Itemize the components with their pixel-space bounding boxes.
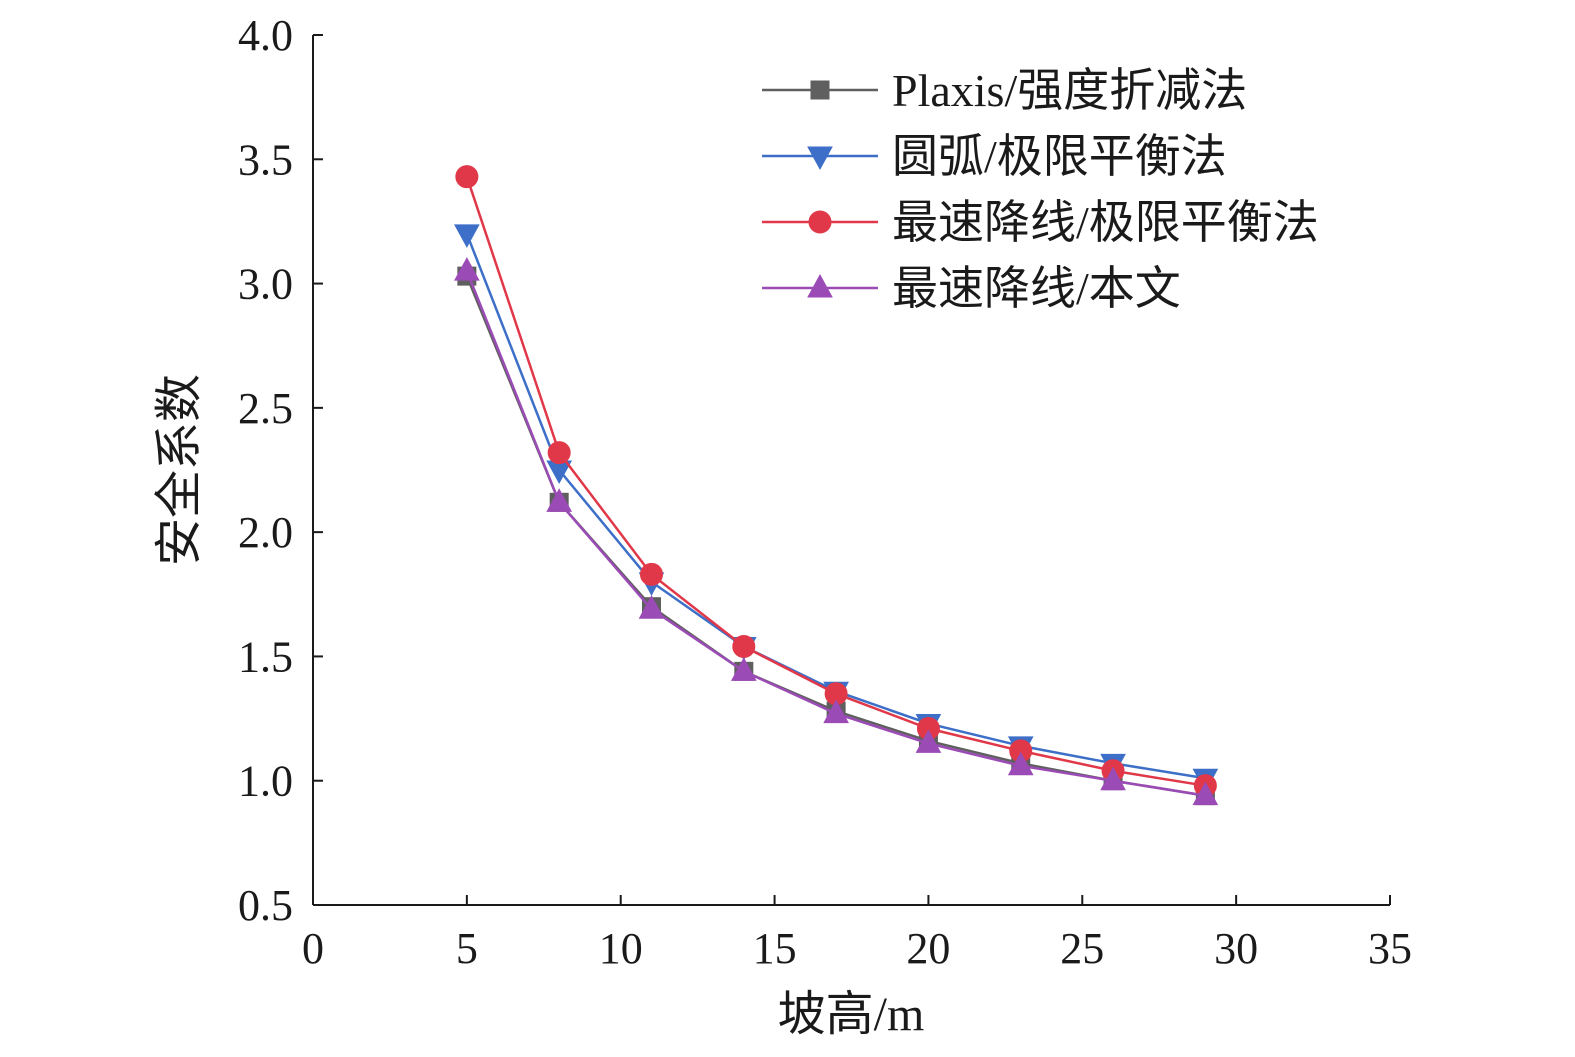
data-point [823,699,849,724]
data-point [454,257,480,281]
axis-ticks: 0 5 10 15 20 25 30 35 0.5 1.0 1.5 2.0 2.5 3.0 3.5 4.0 [238,11,1412,973]
legend-item: 最速降线/极限平衡法 [762,197,1319,248]
y-tick-label: 3.5 [238,135,293,184]
y-tick-label: 2.5 [238,384,293,433]
legend-item: Plaxis/强度折减法 [762,65,1247,116]
data-point [455,165,479,189]
x-axis-title: 坡高/m [778,988,925,1041]
legend-marker [807,146,833,171]
x-tick-label: 20 [906,924,950,973]
y-tick-label: 2.0 [238,508,293,557]
data-point [546,488,573,512]
data-point [638,595,665,619]
legend-label: 圆弧/极限平衡法 [892,131,1227,182]
data-point [1192,781,1219,806]
legend-marker [807,273,833,298]
y-tick-label: 1.0 [238,757,293,806]
y-tick-label: 3.0 [238,260,293,309]
x-tick-label: 35 [1368,924,1412,973]
chart-axes [312,35,1390,906]
legend-item: 最速降线/本文 [762,263,1181,314]
data-point [547,441,571,465]
legend-label: 最速降线/本文 [892,263,1181,314]
y-tick-label: 0.5 [238,881,293,930]
data-point [639,562,663,586]
legend-marker [810,80,830,100]
data-point [1007,751,1034,776]
series-layer [454,165,1219,806]
legend-label: Plaxis/强度折减法 [892,65,1247,116]
x-tick-label: 30 [1214,924,1258,973]
legend-marker [808,210,832,234]
legend-label: 最速降线/极限平衡法 [892,197,1319,248]
y-tick-label: 1.5 [238,632,293,681]
legend-item: 圆弧/极限平衡法 [762,131,1227,182]
series-1 [457,266,1215,806]
x-tick-label: 15 [753,924,797,973]
y-axis-title: 安全系数 [153,374,206,566]
data-point [1100,766,1126,791]
x-tick-label: 5 [456,924,478,973]
data-point [915,729,942,753]
x-tick-label: 10 [599,924,643,973]
data-point [454,224,480,248]
series-4 [454,257,1219,806]
data-point [732,634,756,658]
x-tick-label: 0 [302,924,324,973]
data-point [730,657,757,681]
y-tick-label: 4.0 [238,11,293,60]
x-tick-label: 25 [1060,924,1104,973]
